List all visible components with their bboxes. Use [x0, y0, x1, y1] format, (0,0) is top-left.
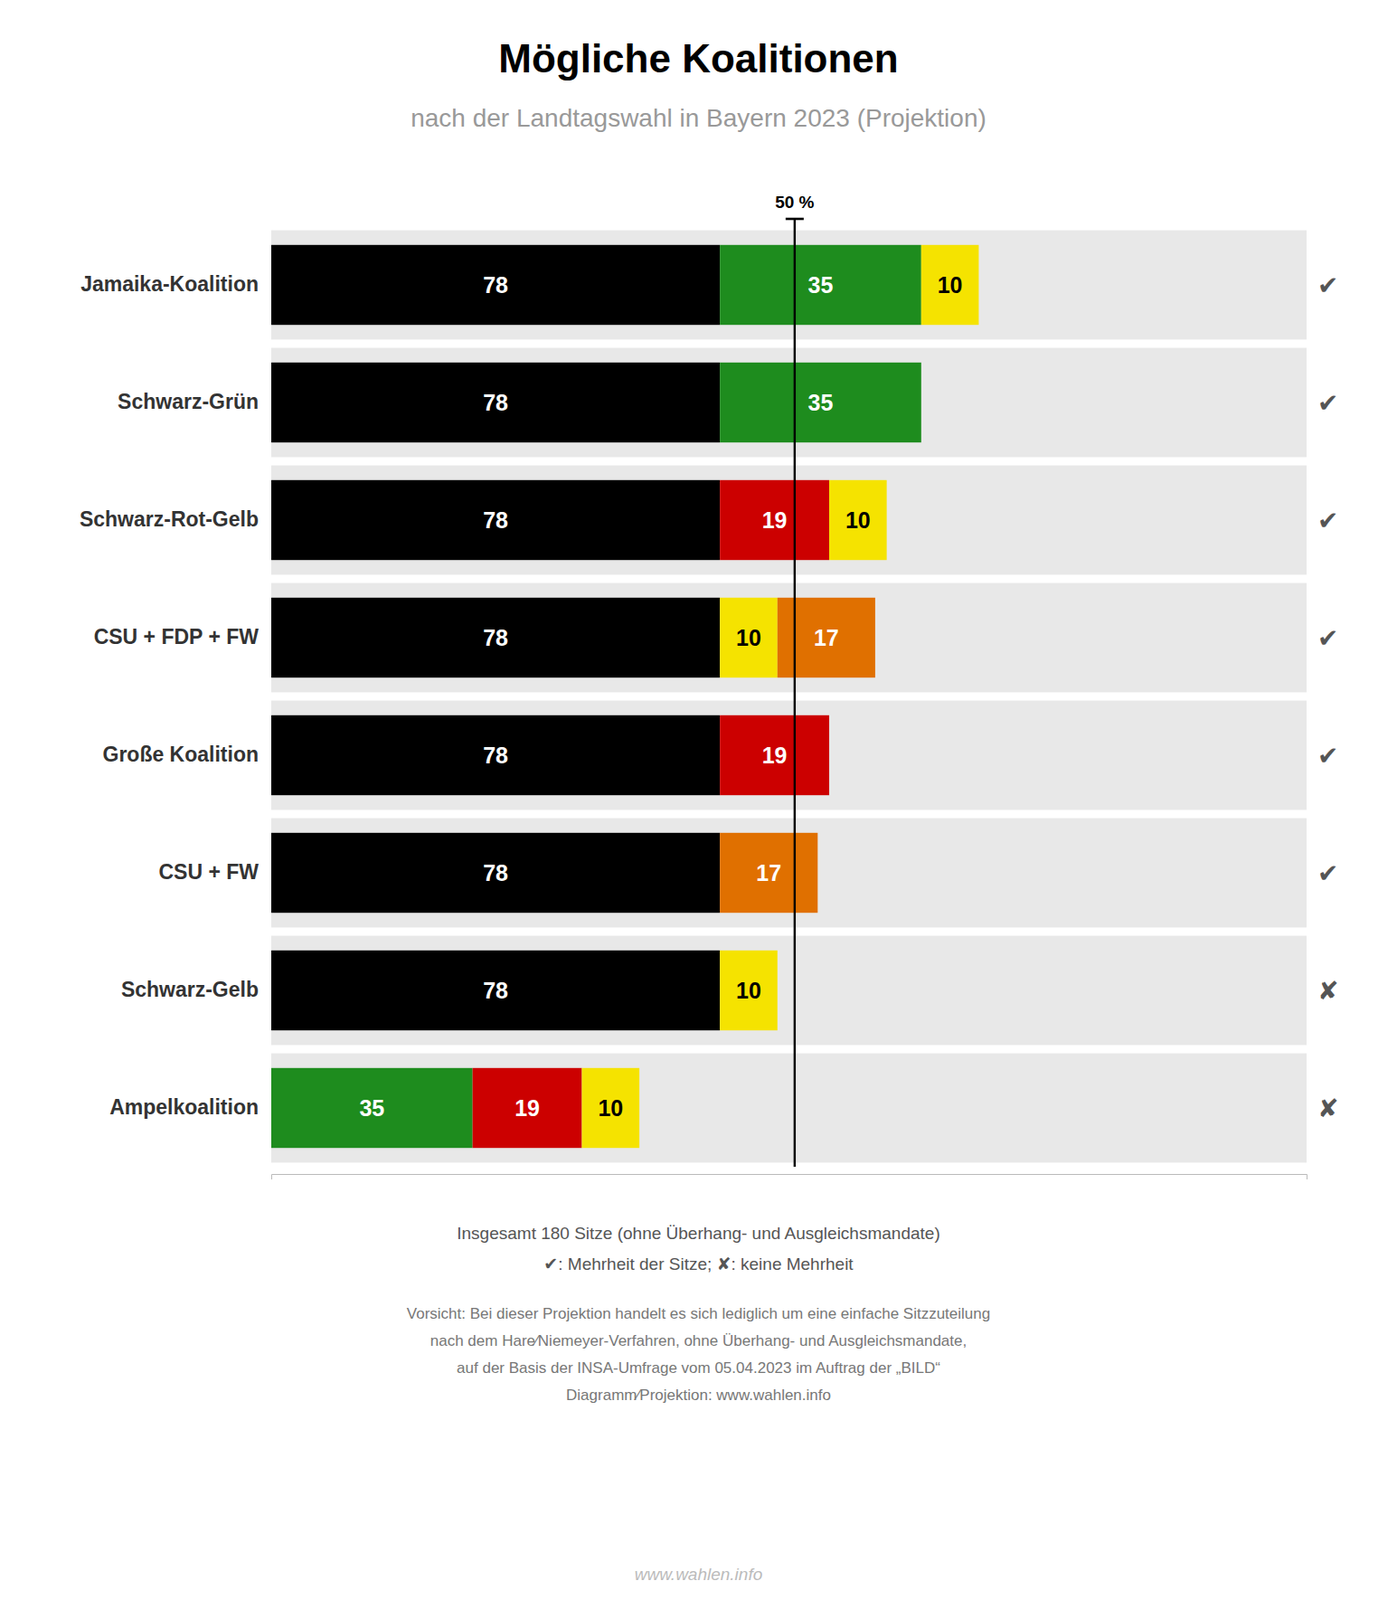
majority-symbol: ✔: [1317, 858, 1339, 888]
majority-symbol: ✔: [1317, 740, 1339, 771]
bar-segment: [271, 362, 720, 443]
footer-note: Diagramm∕Projektion: www.wahlen.info: [566, 1386, 831, 1404]
bar-segment: [719, 950, 778, 1030]
majority-line-cap: [785, 217, 804, 221]
bar-segment: [472, 1067, 583, 1148]
data-label: 19: [762, 742, 788, 768]
bar-segment: [271, 597, 720, 678]
bar-segment: [719, 832, 818, 913]
data-label: 10: [736, 624, 762, 651]
row-background: [271, 818, 1307, 928]
bar-segment: [829, 480, 888, 560]
y-tick-label: CSU + FW: [158, 859, 259, 884]
bar-segment: [271, 1067, 473, 1148]
data-label: 35: [808, 272, 834, 298]
bar-segment: [719, 245, 922, 325]
majority-symbol: ✔: [1317, 387, 1339, 418]
data-label: 10: [845, 507, 871, 533]
bar-segment: [921, 245, 980, 325]
data-label: 19: [762, 507, 788, 533]
data-label: 78: [482, 742, 509, 768]
y-axis: Jamaika-Koalition Schwarz-Grün Schwarz-Rot…: [79, 272, 259, 1119]
row-background: [271, 700, 1307, 811]
data-label: 19: [514, 1094, 540, 1121]
majority-symbol: ✔: [1317, 505, 1339, 536]
bar-segment: [271, 832, 720, 913]
footer-note: ✔: Mehrheit der Sitze; ✘: keine Mehrheit: [543, 1254, 854, 1274]
majority-symbol: ✘: [1317, 975, 1339, 1006]
footer-note: Insgesamt 180 Sitze (ohne Überhang- und …: [456, 1223, 940, 1243]
row-background: [271, 230, 1307, 340]
row-background: [271, 348, 1307, 458]
row-background: [271, 1053, 1307, 1163]
y-tick: Schwarz-Rot-Gelb: [79, 507, 259, 531]
subtitle: nach der Landtagswahl in Bayern 2023 (Pr…: [410, 103, 987, 133]
x-axis: [272, 1174, 1308, 1180]
y-tick-label: Schwarz-Gelb: [121, 977, 259, 1001]
watermark: www.wahlen.info: [634, 1564, 764, 1584]
y-tick: Ampelkoalition: [109, 1094, 259, 1119]
data-label: 78: [482, 507, 509, 533]
majority-symbol: ✔: [1317, 270, 1339, 301]
y-tick-label: Große Koalition: [103, 742, 260, 766]
footer-note: Vorsicht: Bei dieser Projektion handelt …: [406, 1304, 991, 1322]
y-tick: CSU + FW: [158, 859, 259, 884]
data-label: 78: [482, 272, 509, 298]
data-label: 78: [482, 624, 509, 651]
y-tick: Schwarz-Gelb: [121, 977, 259, 1001]
y-tick: CSU + FDP + FW: [94, 624, 260, 649]
data-label: 78: [482, 859, 509, 886]
bar-segment: [582, 1067, 641, 1148]
row-background: [271, 465, 1307, 576]
y-tick-label: Ampelkoalition: [109, 1094, 259, 1119]
bar-segment: [719, 362, 922, 443]
majority-symbol: ✘: [1317, 1093, 1339, 1124]
row-background: [271, 583, 1307, 693]
footer-note: auf der Basis der INSA-Umfrage vom 05.04…: [456, 1359, 941, 1377]
y-tick-label: CSU + FDP + FW: [94, 624, 260, 649]
title: Mögliche Koalitionen: [498, 36, 898, 81]
bar-segment: [271, 950, 720, 1030]
data-label: 78: [482, 977, 509, 1003]
row-background: [271, 935, 1307, 1046]
bar-segment: [719, 597, 778, 678]
data-label: 17: [813, 624, 840, 651]
y-tick: Jamaika-Koalition: [80, 272, 259, 296]
y-tick: Große Koalition: [103, 742, 260, 766]
annotation: 50 %: [774, 192, 814, 212]
bar-segment: [271, 245, 720, 325]
bar-segment: [719, 480, 830, 560]
y-tick-label: Jamaika-Koalition: [80, 272, 259, 296]
chart: Mögliche Koalitionen nach der Landtagswah…: [0, 0, 1397, 1600]
axis-line: [272, 1174, 1308, 1180]
majority-line: [793, 218, 796, 1167]
y-tick: Schwarz-Grün: [117, 389, 259, 414]
footer-note: nach dem Hare∕Niemeyer-Verfahren, ohne Ü…: [430, 1331, 967, 1350]
data-label: 17: [755, 859, 782, 886]
plot-area: [271, 230, 1307, 1163]
y-tick-label: Schwarz-Grün: [117, 389, 259, 414]
data-label: 35: [808, 389, 834, 416]
data-label: 35: [358, 1094, 385, 1121]
bar-segment: [777, 597, 876, 678]
data-labels: 78 78 78 78 78 78 78 35 35 35 19 10 19 17 10 19 10 10 17 10: [358, 272, 963, 1121]
data-label: 78: [482, 389, 509, 416]
data-label: 10: [937, 272, 963, 298]
bar-segment: [719, 715, 830, 795]
data-label: 10: [736, 977, 762, 1003]
y-tick-label: Schwarz-Rot-Gelb: [79, 507, 259, 531]
bar-segment: [271, 715, 720, 795]
data-label: 10: [597, 1094, 623, 1121]
majority-symbol: ✔: [1317, 622, 1339, 653]
bar-segment: [271, 480, 720, 560]
